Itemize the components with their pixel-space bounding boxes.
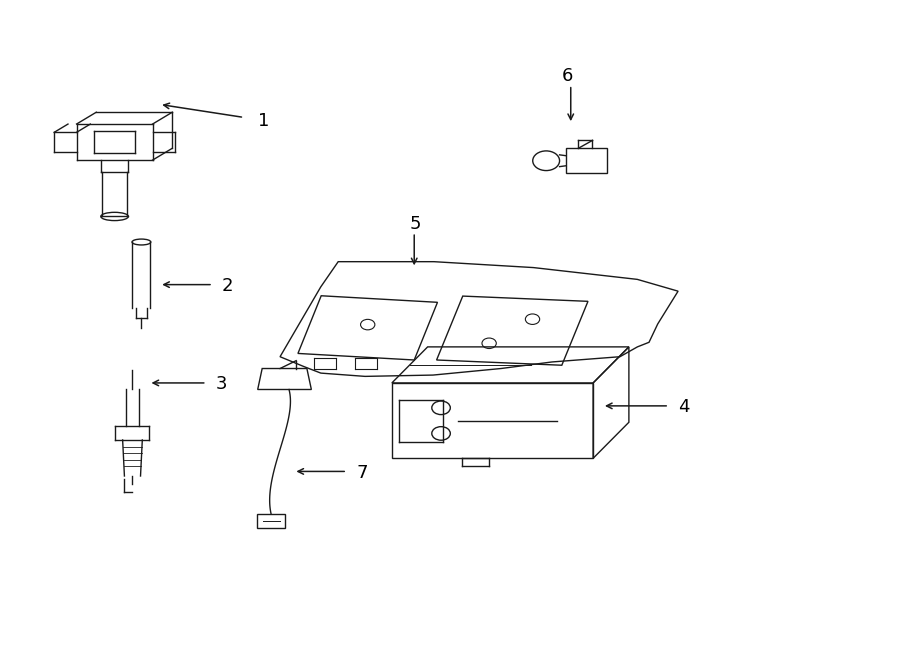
Text: 3: 3	[216, 375, 227, 393]
Text: 1: 1	[257, 112, 269, 130]
Text: 7: 7	[356, 464, 367, 482]
Text: 5: 5	[410, 215, 421, 233]
Text: 6: 6	[562, 67, 573, 85]
Text: 4: 4	[678, 398, 689, 416]
Text: 2: 2	[222, 277, 233, 295]
